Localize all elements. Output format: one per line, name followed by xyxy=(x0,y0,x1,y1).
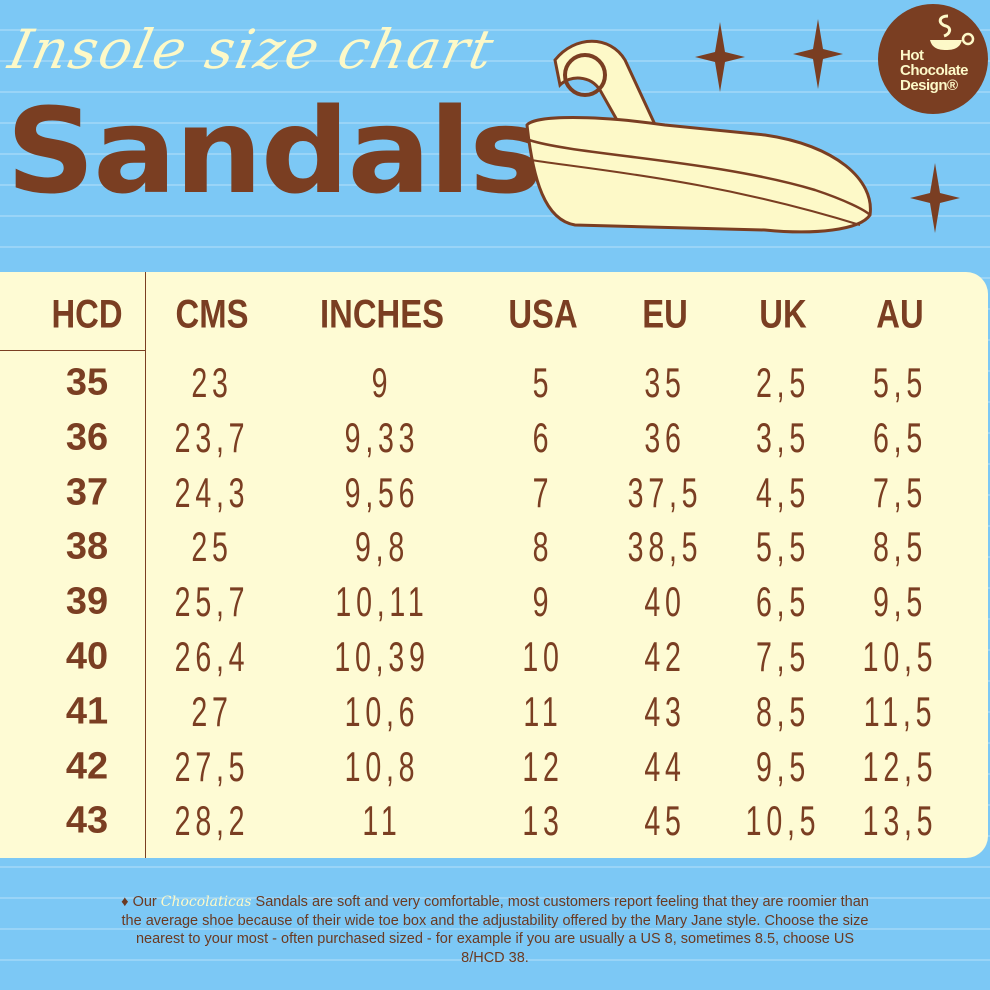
table-cell-inches: 9,33 xyxy=(344,413,420,461)
header-divider xyxy=(0,350,145,351)
table-cell-inches: 9 xyxy=(371,359,393,406)
sandal-illustration xyxy=(525,39,872,234)
table-cell-cms: 23,7 xyxy=(174,413,250,461)
table-cell-eu: 44 xyxy=(644,742,686,790)
table-cell-uk: 7,5 xyxy=(756,633,810,680)
table-cell-au: 10,5 xyxy=(862,633,938,680)
footer-note: ♦ Our Chocolaticas Sandals are soft and … xyxy=(120,893,870,967)
star-icon xyxy=(793,19,843,89)
table-cell-eu: 40 xyxy=(644,578,686,626)
subtitle: Insole size chart xyxy=(3,18,501,81)
table-cell-inches: 10,39 xyxy=(334,633,430,680)
column-header-eu: EU xyxy=(642,292,688,337)
table-cell-inches: 9,56 xyxy=(344,468,420,516)
row-hcd-size: 38 xyxy=(65,525,109,568)
footer-prefix: Our xyxy=(132,894,157,910)
table-cell-au: 11,5 xyxy=(863,687,937,735)
table-cell-uk: 3,5 xyxy=(756,413,810,461)
table-cell-usa: 8 xyxy=(532,523,554,571)
table-cell-eu: 37,5 xyxy=(627,468,703,516)
star-icon xyxy=(910,163,960,233)
table-cell-usa: 10 xyxy=(522,633,564,680)
brand-name: Chocolaticas xyxy=(160,894,252,910)
table-cell-uk: 10,5 xyxy=(745,797,821,845)
table-cell-eu: 43 xyxy=(644,687,686,735)
table-cell-uk: 9,5 xyxy=(756,742,810,790)
logo-line: Hot xyxy=(900,47,924,64)
table-cell-usa: 13 xyxy=(522,797,564,845)
table-cell-inches: 10,11 xyxy=(335,578,429,626)
table-cell-inches: 11 xyxy=(362,797,402,845)
column-header-usa: USA xyxy=(508,292,578,337)
cup-icon xyxy=(930,14,975,50)
table-cell-au: 6,5 xyxy=(873,413,927,461)
table-cell-cms: 25 xyxy=(191,523,233,571)
table-cell-cms: 25,7 xyxy=(174,578,250,626)
size-table: HCD CMS INCHES USA EU UK AU 35 23 9 5 35 2,5 5,5 36 23,… xyxy=(0,272,988,858)
column-header-hcd: HCD xyxy=(51,292,123,337)
table-cell-uk: 4,5 xyxy=(756,468,810,516)
table-cell-eu: 42 xyxy=(644,633,686,680)
table-cell-inches: 10,6 xyxy=(344,687,420,735)
bullet-icon: ♦ xyxy=(121,894,129,910)
table-cell-inches: 10,8 xyxy=(344,742,420,790)
table-cell-uk: 2,5 xyxy=(756,359,810,406)
table-cell-usa: 11 xyxy=(523,687,563,735)
table-cell-cms: 24,3 xyxy=(174,468,250,516)
table-cell-uk: 8,5 xyxy=(756,687,810,735)
row-hcd-size: 40 xyxy=(65,635,109,678)
table-cell-eu: 35 xyxy=(644,359,686,406)
star-icon xyxy=(695,22,745,92)
logo-line: Design® xyxy=(900,77,958,94)
table-cell-eu: 36 xyxy=(644,413,686,461)
table-cell-cms: 27,5 xyxy=(174,742,250,790)
table-cell-uk: 6,5 xyxy=(756,578,810,626)
table-cell-au: 8,5 xyxy=(873,523,927,571)
column-header-cms: CMS xyxy=(175,292,249,337)
table-cell-au: 5,5 xyxy=(873,359,927,406)
row-hcd-size: 36 xyxy=(65,416,109,459)
row-hcd-size: 41 xyxy=(65,690,109,733)
row-hcd-size: 42 xyxy=(65,745,109,788)
row-hcd-size: 35 xyxy=(65,361,109,404)
table-cell-au: 13,5 xyxy=(862,797,938,845)
table-cell-usa: 9 xyxy=(532,578,554,626)
table-cell-cms: 27 xyxy=(191,687,233,735)
footer-text: Sandals are soft and very comfortable, m… xyxy=(121,894,869,966)
row-hcd-size: 37 xyxy=(65,471,109,514)
table-cell-au: 7,5 xyxy=(873,468,927,516)
table-cell-eu: 45 xyxy=(644,797,686,845)
table-cell-usa: 6 xyxy=(532,413,554,461)
table-cell-cms: 28,2 xyxy=(174,797,250,845)
table-cell-cms: 26,4 xyxy=(174,633,250,680)
table-cell-inches: 9,8 xyxy=(355,523,409,571)
row-hcd-size: 43 xyxy=(65,799,109,842)
table-cell-au: 12,5 xyxy=(862,742,938,790)
table-cell-usa: 5 xyxy=(532,359,554,406)
column-divider xyxy=(145,272,146,858)
column-header-inches: INCHES xyxy=(320,292,444,337)
table-cell-usa: 12 xyxy=(522,742,564,790)
table-cell-au: 9,5 xyxy=(873,578,927,626)
table-cell-eu: 38,5 xyxy=(627,523,703,571)
column-header-au: AU xyxy=(876,292,924,337)
column-header-uk: UK xyxy=(759,292,807,337)
table-cell-uk: 5,5 xyxy=(756,523,810,571)
table-cell-usa: 7 xyxy=(532,468,554,516)
brand-logo: Hot Chocolate Design® xyxy=(878,4,988,114)
page-title: Sandals xyxy=(6,82,543,220)
logo-line: Chocolate xyxy=(900,62,969,79)
table-cell-cms: 23 xyxy=(191,359,233,406)
row-hcd-size: 39 xyxy=(65,580,109,623)
